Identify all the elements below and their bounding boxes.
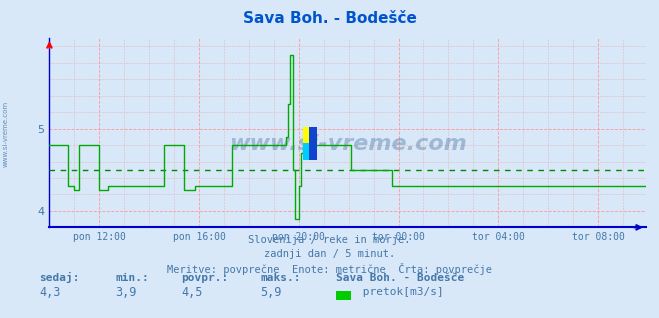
Text: sedaj:: sedaj:: [40, 273, 80, 283]
Bar: [303, 143, 311, 160]
Text: 5,9: 5,9: [260, 287, 281, 299]
Text: Meritve: povprečne  Enote: metrične  Črta: povprečje: Meritve: povprečne Enote: metrične Črta:…: [167, 263, 492, 275]
Text: www.si-vreme.com: www.si-vreme.com: [229, 134, 467, 154]
Text: maks.:: maks.:: [260, 273, 301, 283]
Text: min.:: min.:: [115, 273, 149, 283]
Text: www.si-vreme.com: www.si-vreme.com: [2, 100, 9, 167]
Text: pretok[m3/s]: pretok[m3/s]: [356, 287, 444, 297]
Text: 4,3: 4,3: [40, 287, 61, 299]
Text: 4,5: 4,5: [181, 287, 202, 299]
Text: Slovenija / reke in morje.: Slovenija / reke in morje.: [248, 235, 411, 245]
Text: povpr.:: povpr.:: [181, 273, 229, 283]
Text: Sava Boh. - Bodešče: Sava Boh. - Bodešče: [336, 273, 465, 283]
Text: 3,9: 3,9: [115, 287, 136, 299]
Bar: [310, 127, 318, 160]
Text: zadnji dan / 5 minut.: zadnji dan / 5 minut.: [264, 249, 395, 259]
Bar: [303, 127, 311, 143]
Text: Sava Boh. - Bodešče: Sava Boh. - Bodešče: [243, 11, 416, 26]
